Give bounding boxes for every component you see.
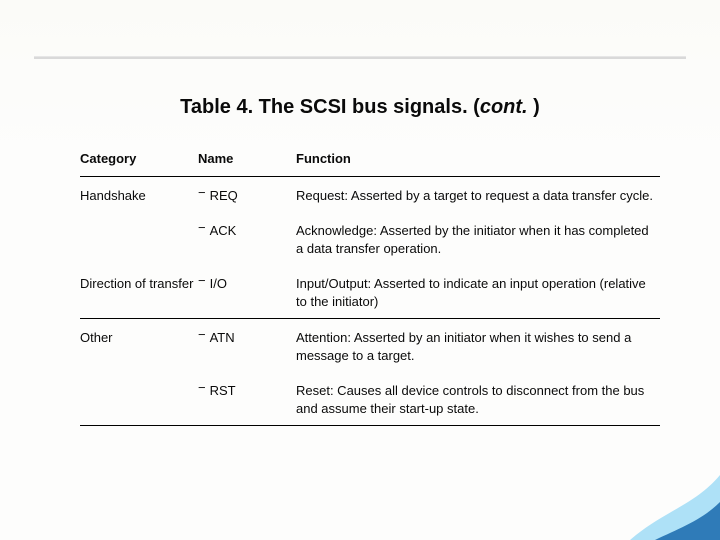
cell-name: − REQ [198, 187, 296, 205]
cell-function: Reset: Causes all device controls to dis… [296, 382, 660, 417]
col-header-function: Function [296, 150, 660, 168]
col-header-name: Name [198, 150, 296, 168]
table-header-row: Category Name Function [80, 150, 660, 177]
table-rule [80, 425, 660, 426]
title-cont: cont. [480, 96, 528, 118]
name-text: RST [210, 382, 236, 400]
table-row: Direction of transfer − I/O Input/Output… [80, 265, 660, 318]
table-row: − ACK Acknowledge: Asserted by the initi… [80, 212, 660, 265]
cell-category: Direction of transfer [80, 275, 198, 310]
overline-dash-icon: − [198, 328, 206, 341]
cell-function: Input/Output: Asserted to indicate an in… [296, 275, 660, 310]
cell-function: Request: Asserted by a target to request… [296, 187, 660, 205]
slide: Table 4. The SCSI bus signals. (cont. ) … [0, 0, 720, 540]
overline-dash-icon: − [198, 186, 206, 199]
signals-table: Category Name Function Handshake − REQ R… [80, 150, 660, 426]
overline-dash-icon: − [198, 274, 206, 287]
cell-category [80, 222, 198, 257]
col-header-category: Category [80, 150, 198, 168]
slide-title: Table 4. The SCSI bus signals. (cont. ) [0, 96, 720, 119]
table-row: − RST Reset: Causes all device controls … [80, 372, 660, 425]
name-text: REQ [210, 187, 238, 205]
name-text: ATN [210, 329, 235, 347]
cell-category [80, 382, 198, 417]
slide-top-rule [34, 56, 686, 59]
overline-dash-icon: − [198, 381, 206, 394]
overline-dash-icon: − [198, 221, 206, 234]
cell-category: Other [80, 329, 198, 364]
slide-corner-decoration [600, 450, 720, 540]
name-text: ACK [210, 222, 237, 240]
title-prefix: Table 4. The SCSI bus signals. ( [180, 96, 480, 118]
cell-function: Acknowledge: Asserted by the initiator w… [296, 222, 660, 257]
title-suffix: ) [528, 96, 540, 118]
cell-category: Handshake [80, 187, 198, 205]
cell-name: − ATN [198, 329, 296, 364]
name-text: I/O [210, 275, 227, 293]
cell-name: − ACK [198, 222, 296, 257]
cell-name: − RST [198, 382, 296, 417]
cell-name: − I/O [198, 275, 296, 310]
table-row: Other − ATN Attention: Asserted by an in… [80, 319, 660, 372]
table-row: Handshake − REQ Request: Asserted by a t… [80, 177, 660, 213]
cell-function: Attention: Asserted by an initiator when… [296, 329, 660, 364]
